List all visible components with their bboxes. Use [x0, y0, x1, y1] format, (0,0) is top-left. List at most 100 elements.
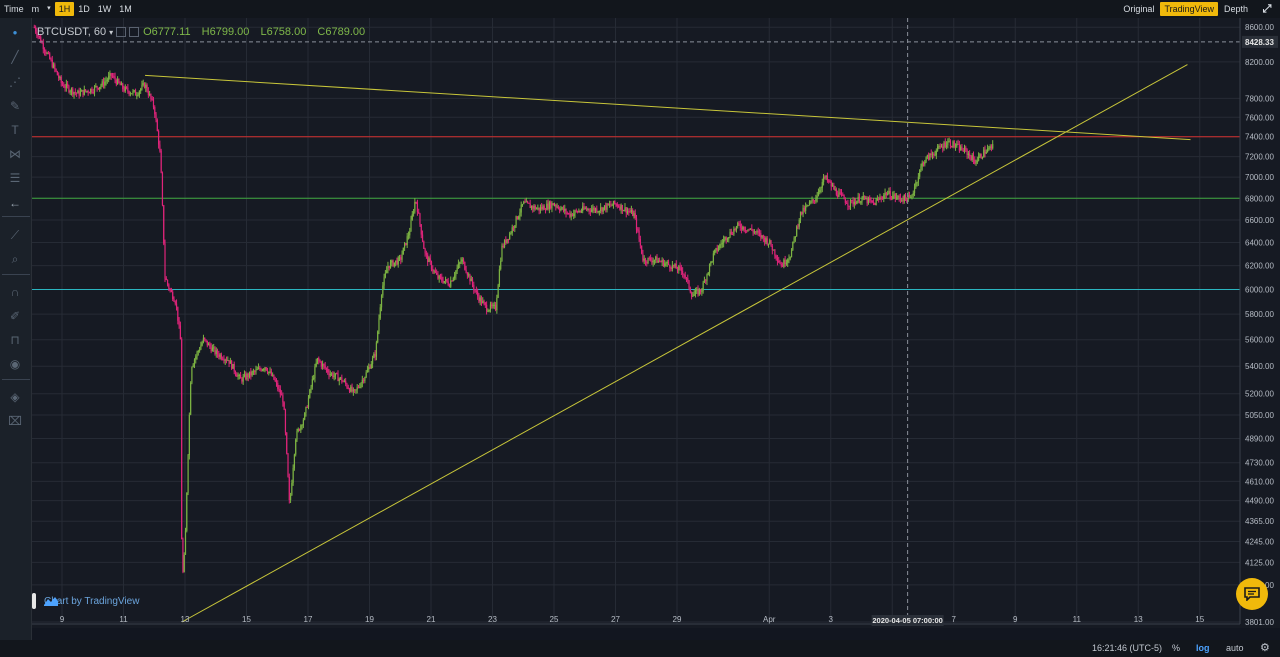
- candle-body: [237, 375, 239, 377]
- candle-body: [81, 90, 83, 92]
- interval-dropdown-icon[interactable]: ▾: [47, 5, 51, 12]
- candle-body: [140, 88, 142, 92]
- candle-body: [97, 87, 99, 90]
- candle-body: [626, 210, 629, 214]
- lock-icon[interactable]: ⊓: [10, 333, 20, 347]
- percent-toggle[interactable]: %: [1172, 643, 1181, 653]
- candle-body: [600, 207, 602, 211]
- candle-body: [480, 297, 483, 304]
- candle-body: [514, 225, 516, 229]
- candle-body: [829, 181, 831, 183]
- candle-body: [233, 364, 235, 372]
- candle-body: [963, 147, 966, 152]
- ruler-icon[interactable]: ⟋: [10, 228, 20, 242]
- candle-body: [33, 27, 35, 29]
- draw-mode-icon[interactable]: ✐: [9, 309, 21, 323]
- eye-icon[interactable]: ◉: [9, 357, 21, 371]
- scroll-handle[interactable]: [32, 593, 36, 609]
- candle-body: [261, 369, 263, 371]
- tradingview-badge[interactable]: Chart by TradingView: [32, 593, 139, 609]
- fib-icon[interactable]: ☰: [9, 171, 21, 185]
- candle-body: [588, 208, 590, 211]
- trend-line: [181, 64, 1188, 623]
- trash-icon[interactable]: ⌧: [8, 414, 22, 428]
- candle-body: [740, 227, 743, 230]
- magnet-icon[interactable]: ∩: [10, 285, 20, 299]
- candle-body: [952, 141, 954, 148]
- candle-body: [934, 154, 936, 156]
- text-icon[interactable]: T: [11, 123, 19, 137]
- candle-body: [87, 90, 89, 93]
- candle-body: [855, 201, 857, 205]
- candle-body: [529, 203, 531, 209]
- layers-icon[interactable]: ◈: [10, 390, 20, 404]
- close-square-icon[interactable]: [129, 27, 140, 37]
- view-tradingview[interactable]: TradingView: [1160, 2, 1218, 16]
- interval-1w[interactable]: 1W: [97, 4, 112, 14]
- candle-body: [735, 226, 738, 230]
- candle-body: [667, 262, 670, 265]
- candle-body: [433, 270, 435, 272]
- settings-gear-icon[interactable]: ⚙: [1260, 642, 1270, 654]
- candle-body: [202, 337, 205, 343]
- candle-body: [885, 192, 887, 196]
- price-tick-label: 4365.00: [1245, 517, 1274, 526]
- candle-body: [412, 211, 415, 215]
- candle-body: [904, 194, 907, 199]
- candle-body: [457, 263, 460, 268]
- log-toggle[interactable]: log: [1196, 643, 1210, 653]
- interval-1d[interactable]: 1D: [78, 4, 90, 14]
- view-original[interactable]: Original: [1123, 4, 1155, 14]
- pattern-icon[interactable]: ⋈: [9, 147, 21, 161]
- candle-body: [355, 389, 357, 391]
- candle-body: [726, 238, 729, 241]
- candle-body: [383, 277, 385, 286]
- brush-icon[interactable]: ✎: [9, 99, 21, 113]
- candle-body: [138, 91, 140, 95]
- chart-canvas[interactable]: 8600.00 8200.00 7800.00 7600.00 7400.00 7200.…: [32, 18, 1280, 628]
- price-chart[interactable]: 8600.00 8200.00 7800.00 7600.00 7400.00 7200.…: [32, 18, 1280, 628]
- symbol-name[interactable]: BTCUSDT, 60: [37, 26, 107, 38]
- pitchfork-icon[interactable]: ⋰: [9, 75, 21, 89]
- candle-body: [646, 262, 648, 264]
- candle-body: [165, 278, 167, 280]
- view-depth[interactable]: Depth: [1223, 4, 1248, 14]
- auto-toggle[interactable]: auto: [1226, 643, 1244, 653]
- candle-body: [751, 228, 753, 231]
- trend-line-icon[interactable]: ╱: [11, 50, 19, 64]
- chat-button[interactable]: [1236, 578, 1268, 610]
- candle-body: [688, 280, 690, 289]
- candle-body: [459, 262, 461, 264]
- candle-body: [492, 304, 494, 307]
- interval-1h[interactable]: 1H: [54, 2, 75, 16]
- zoom-icon[interactable]: ⌕: [11, 252, 19, 266]
- candle-body: [319, 360, 321, 363]
- candle-body: [853, 201, 855, 205]
- candle-body: [410, 219, 412, 232]
- candle-body: [50, 58, 52, 60]
- candle-body: [502, 245, 504, 247]
- candle-body: [925, 157, 927, 162]
- candle-body: [360, 383, 362, 387]
- symbol-dropdown-icon[interactable]: ▾: [109, 27, 114, 37]
- candle-body: [592, 207, 594, 210]
- candle-body: [196, 352, 198, 357]
- settings-square-icon[interactable]: [116, 27, 127, 37]
- interval-minute[interactable]: m: [31, 4, 40, 14]
- candle-body: [948, 140, 950, 142]
- candle-body: [943, 142, 945, 149]
- fullscreen-icon[interactable]: ⤢: [1262, 3, 1272, 15]
- candle-body: [511, 227, 513, 233]
- candle-body: [805, 206, 807, 211]
- candle-body: [575, 210, 577, 212]
- candle-body: [407, 235, 410, 237]
- candle-body: [871, 200, 873, 203]
- candle-body: [661, 259, 663, 263]
- candle-body: [279, 389, 281, 395]
- interval-1m[interactable]: 1M: [119, 4, 132, 14]
- candle-body: [981, 157, 984, 159]
- price-tick-label: 4490.00: [1245, 497, 1274, 506]
- candle-body: [908, 195, 911, 197]
- back-arrow-icon[interactable]: ←: [9, 196, 21, 210]
- crosshair-icon[interactable]: ●: [12, 28, 18, 37]
